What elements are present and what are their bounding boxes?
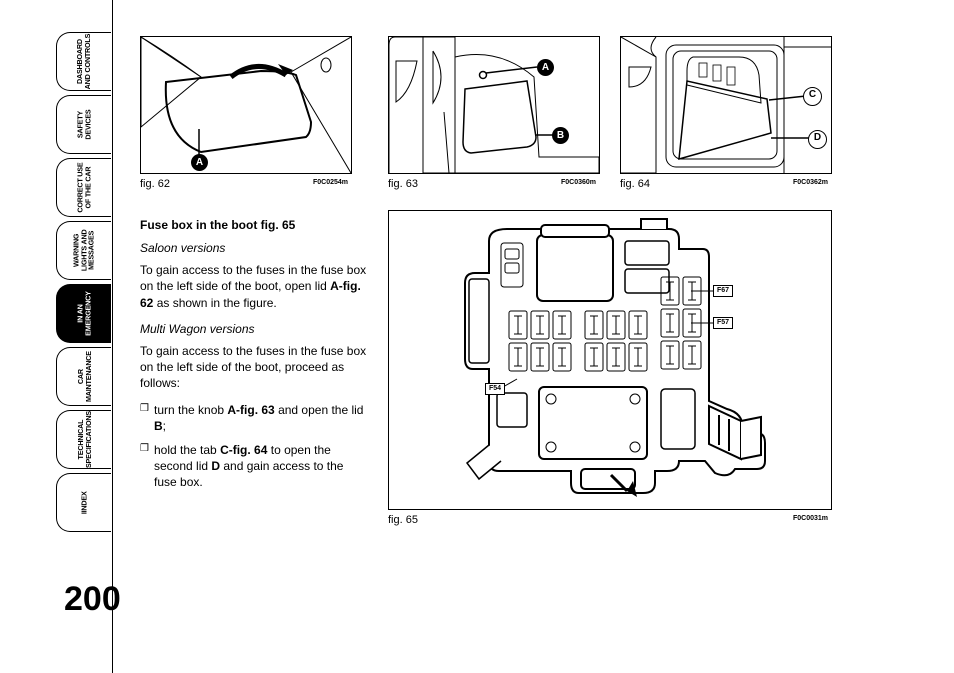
tab-label: WARNING LIGHTS AND MESSAGES (73, 230, 96, 272)
figure-64-caption: fig. 64 (620, 178, 650, 190)
figure-65: F67 F57 F54 (388, 210, 832, 510)
fuse-label-f57: F57 (713, 317, 733, 329)
fuse-label-f54: F54 (485, 383, 505, 395)
section2-li2: hold the tab C-fig. 64 to open the secon… (140, 442, 368, 491)
figure-65-code: F0C0031m (793, 515, 828, 522)
tab-label: TECHNICAL SPECIFICATIONS (76, 411, 91, 468)
section2-p1: To gain access to the fuses in the fuse … (140, 343, 368, 392)
tab-label: CORRECT USE OF THE CAR (76, 162, 91, 212)
body-text: Fuse box in the boot fig. 65 Saloon vers… (140, 218, 368, 498)
tab-index[interactable]: IINDEX (56, 473, 111, 532)
section2-li1: turn the knob A-fig. 63 and open the lid… (140, 402, 368, 434)
tab-label: SAFETY DEVICES (76, 109, 91, 139)
section1-p1: To gain access to the fuses in the fuse … (140, 262, 368, 311)
tab-dashboard[interactable]: DASHBOARD AND CONTROLS (56, 32, 111, 91)
tab-safety[interactable]: SAFETY DEVICES (56, 95, 111, 154)
sidebar-tabs: DASHBOARD AND CONTROLS SAFETY DEVICES CO… (56, 32, 111, 536)
section-heading: Fuse box in the boot fig. 65 (140, 218, 368, 232)
tab-emergency[interactable]: IN AN EMERGENCY (56, 284, 111, 343)
tab-label: DASHBOARD AND CONTROLS (76, 34, 91, 90)
section1-title: Saloon versions (140, 240, 368, 256)
figure-64-code: F0C0362m (793, 179, 828, 186)
figure-62-caption: fig. 62 (140, 178, 170, 190)
figure-64-svg (621, 37, 831, 173)
tab-label: CAR MAINTENANCE (76, 351, 91, 402)
callout-b: B (552, 127, 569, 144)
tab-label: IINDEX (80, 491, 88, 514)
figure-63-caption: fig. 63 (388, 178, 418, 190)
figure-64: C D (620, 36, 832, 174)
figure-65-svg (389, 211, 831, 509)
tab-label: IN AN EMERGENCY (76, 291, 91, 336)
figure-63-code: F0C0360m (561, 179, 596, 186)
callout-a: A (191, 154, 208, 171)
callout-a: A (537, 59, 554, 76)
tab-warning-lights[interactable]: WARNING LIGHTS AND MESSAGES (56, 221, 111, 280)
tab-correct-use[interactable]: CORRECT USE OF THE CAR (56, 158, 111, 217)
section2-title: Multi Wagon versions (140, 321, 368, 337)
figure-63-svg (389, 37, 599, 173)
figure-62-code: F0C0254m (313, 179, 348, 186)
callout-d: D (808, 130, 827, 149)
figure-62: A (140, 36, 352, 174)
callout-c: C (803, 87, 822, 106)
tab-maintenance[interactable]: CAR MAINTENANCE (56, 347, 111, 406)
figure-63: A B (388, 36, 600, 174)
fuse-label-f67: F67 (713, 285, 733, 297)
figure-65-caption: fig. 65 (388, 514, 418, 526)
tab-technical[interactable]: TECHNICAL SPECIFICATIONS (56, 410, 111, 469)
figure-62-svg (141, 37, 351, 173)
